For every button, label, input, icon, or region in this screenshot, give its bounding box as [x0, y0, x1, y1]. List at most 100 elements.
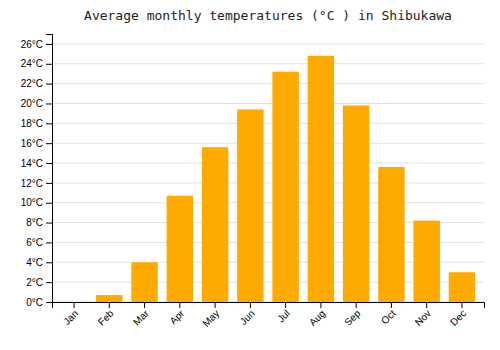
x-tick-label: Mar: [131, 307, 151, 327]
y-tick-label: 20°C: [21, 98, 43, 109]
x-tick-mark: [356, 302, 357, 308]
y-tick-label: 22°C: [21, 78, 43, 89]
x-tick-mark: [461, 302, 462, 308]
x-tick: Aug: [307, 302, 327, 328]
x-tick: Oct: [379, 302, 398, 326]
x-tick-mark: [285, 302, 286, 308]
y-tick-mark: [46, 64, 52, 65]
y-tick-mark: [46, 262, 52, 263]
y-tick: 8°C: [26, 217, 52, 228]
x-tick-label: Nov: [413, 308, 433, 328]
x-tick-mark: [109, 302, 110, 308]
y-tick-mark: [46, 143, 52, 144]
y-tick: 2°C: [26, 277, 52, 288]
grid-line: [52, 182, 484, 183]
x-tick-label: Jun: [238, 308, 257, 327]
bar: [413, 221, 439, 302]
y-tick-label: 24°C: [21, 58, 43, 69]
chart-container: 0°C 2°C 4°C 6°C 8°C 10°C 12°C 14°C 16°C 18°C 20°C 2…: [0, 0, 500, 350]
y-tick-mark: [46, 44, 52, 45]
y-tick-mark: [46, 163, 52, 164]
y-tick-mark: [46, 282, 52, 283]
y-tick-label: 26°C: [21, 39, 43, 50]
bar: [308, 56, 334, 302]
x-tick-label: Aug: [307, 308, 327, 328]
title: Average monthly temperatures (°C ) in Sh…: [84, 8, 452, 23]
plot-area: [96, 56, 475, 302]
bar: [237, 109, 263, 302]
y-tick: 24°C: [21, 58, 52, 69]
x-axis: JanFebMarAprMayJunJulAugSepOctNovDec: [53, 302, 485, 329]
grid-line: [52, 123, 484, 124]
grid-line: [52, 163, 484, 164]
bar: [378, 167, 404, 302]
x-tick-label: Jul: [275, 308, 292, 325]
grid-line: [52, 83, 484, 84]
y-tick: 20°C: [21, 98, 52, 109]
bar: [449, 272, 475, 302]
y-tick-mark: [46, 223, 52, 224]
bar: [61, 302, 87, 303]
y-tick-label: 8°C: [26, 217, 43, 228]
y-tick: 0°C: [26, 297, 52, 308]
x-tick-mark: [179, 302, 180, 308]
y-tick-label: 10°C: [21, 197, 43, 208]
y-tick-label: 4°C: [26, 257, 43, 268]
y-tick: 26°C: [21, 39, 52, 50]
x-tick: Sep: [342, 302, 363, 328]
bar: [202, 147, 228, 302]
y-tick: 14°C: [21, 158, 52, 169]
chart-svg: 0°C 2°C 4°C 6°C 8°C 10°C 12°C 14°C 16°C 18°C 20°C 2…: [0, 0, 500, 350]
x-tick-label: Oct: [379, 308, 398, 327]
y-tick: 12°C: [21, 178, 52, 189]
x-tick: Dec: [448, 302, 468, 328]
x-tick: Jul: [275, 302, 292, 324]
x-tick-mark: [215, 302, 216, 308]
bar: [131, 262, 157, 302]
y-axis-line: [46, 35, 53, 303]
grid-line: [52, 43, 484, 44]
x-tick: Jun: [238, 302, 257, 327]
grid-line: [52, 103, 484, 104]
bar: [272, 72, 298, 302]
x-tick: Nov: [413, 302, 433, 328]
x-tick-mark: [391, 302, 392, 308]
x-tick-mark: [426, 302, 427, 308]
y-tick-mark: [46, 203, 52, 204]
y-tick: 16°C: [21, 138, 52, 149]
bar: [167, 196, 193, 302]
x-axis-line: [53, 303, 485, 309]
x-tick-mark: [74, 302, 75, 308]
grid-line: [52, 63, 484, 64]
x-tick-label: Sep: [342, 307, 363, 328]
y-tick: 4°C: [26, 257, 52, 268]
y-tick-label: 12°C: [21, 178, 43, 189]
y-tick-mark: [46, 123, 52, 124]
y-tick-mark: [46, 103, 52, 104]
x-tick-mark: [320, 302, 321, 308]
x-tick-label: Dec: [448, 308, 468, 328]
y-tick-label: 14°C: [21, 158, 43, 169]
y-tick-label: 18°C: [21, 118, 43, 129]
x-tick-label: May: [200, 308, 221, 329]
x-tick: Jan: [61, 302, 80, 327]
y-tick-mark: [46, 84, 52, 85]
x-tick: May: [200, 302, 221, 329]
y-tick: 18°C: [21, 118, 52, 129]
y-tick-label: 2°C: [26, 277, 43, 288]
bar: [96, 295, 122, 302]
y-tick-mark: [46, 302, 52, 303]
x-tick-mark: [250, 302, 251, 308]
y-tick: 22°C: [21, 78, 52, 89]
x-tick-mark: [144, 302, 145, 308]
y-axis: 0°C 2°C 4°C 6°C 8°C 10°C 12°C 14°C 16°C 18°C 20°C 2…: [21, 35, 53, 308]
y-tick-label: 16°C: [21, 138, 43, 149]
grid-line: [52, 143, 484, 144]
y-tick: 10°C: [21, 197, 52, 208]
x-tick-label: Feb: [96, 307, 116, 327]
y-tick-mark: [46, 242, 52, 243]
y-tick-label: 6°C: [26, 237, 43, 248]
x-tick-label: Jan: [61, 308, 80, 327]
x-tick: Feb: [96, 302, 116, 328]
y-tick-label: 0°C: [26, 297, 43, 308]
